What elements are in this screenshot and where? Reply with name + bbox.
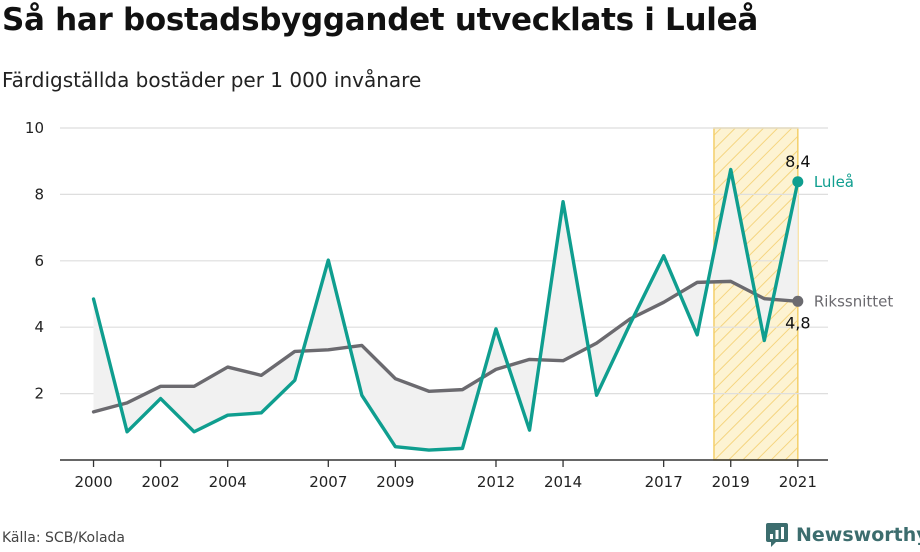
y-tick-label: 8 <box>34 185 44 203</box>
y-tick-label: 10 <box>25 119 44 137</box>
chart-subtitle: Färdigställda bostäder per 1 000 invånar… <box>2 68 422 92</box>
y-tick-label: 4 <box>34 318 44 336</box>
x-tick-label: 2002 <box>142 473 180 491</box>
x-tick-label: 2004 <box>209 473 247 491</box>
brand-logo: Newsworthy <box>764 520 920 550</box>
end-point-luleå <box>792 176 804 188</box>
series-label-luleå: Luleå <box>814 173 854 191</box>
x-tick-label: 2021 <box>779 473 817 491</box>
x-tick-label: 2012 <box>477 473 515 491</box>
difference-area <box>93 169 798 451</box>
x-tick-label: 2019 <box>712 473 750 491</box>
source-note: Källa: SCB/Kolada <box>2 530 126 546</box>
brand-name: Newsworthy <box>796 524 920 546</box>
x-tick-label: 2009 <box>376 473 414 491</box>
series-label-rikssnittet: Rikssnittet <box>814 292 894 310</box>
series-line-luleå <box>91 167 800 452</box>
end-point-rikssnittet <box>792 295 804 307</box>
newsworthy-icon <box>766 523 788 547</box>
x-tick-label: 2017 <box>645 473 683 491</box>
end-value-luleå: 8,4 <box>785 152 810 171</box>
end-value-rikssnittet: 4,8 <box>785 313 810 332</box>
x-tick-label: 2000 <box>74 473 112 491</box>
chart-title: Så har bostadsbyggandet utvecklats i Lul… <box>2 2 758 38</box>
y-tick-label: 6 <box>34 252 44 270</box>
x-tick-label: 2007 <box>309 473 347 491</box>
y-tick-label: 2 <box>34 385 44 403</box>
x-tick-label: 2014 <box>544 473 582 491</box>
